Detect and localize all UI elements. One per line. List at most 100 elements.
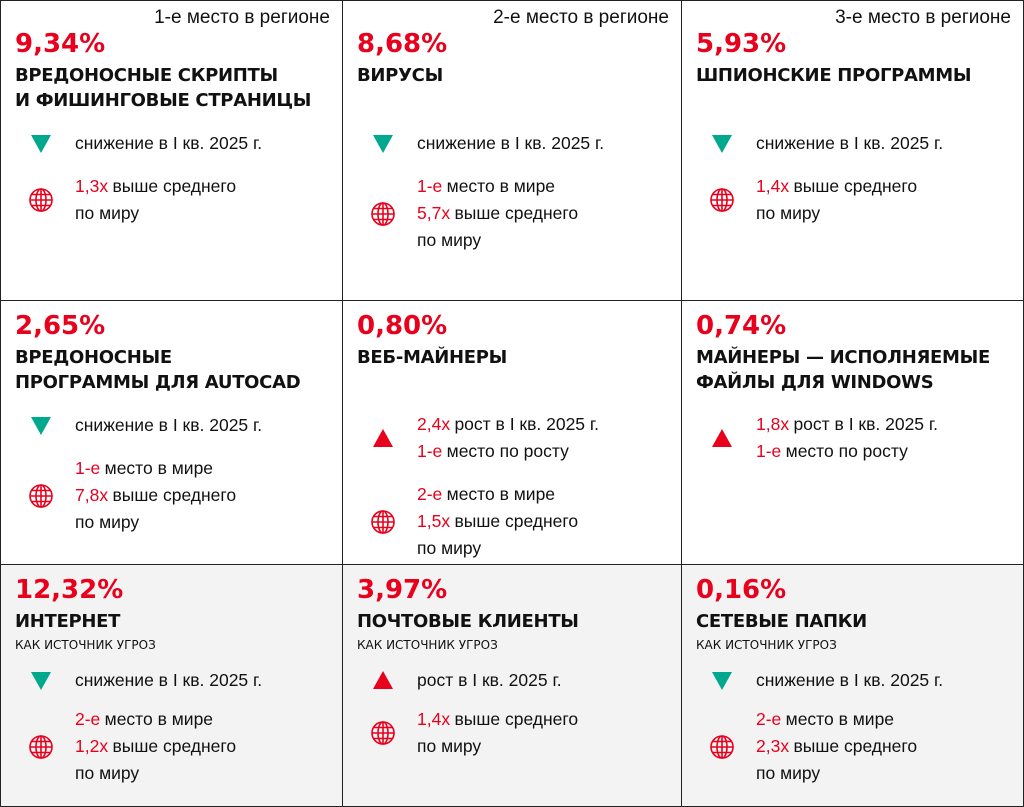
down-icon-part [712, 135, 732, 153]
text-line: снижение в I кв. 2025 г. [756, 130, 943, 157]
accent-text: 1-е [75, 458, 101, 478]
text-lines: снижение в I кв. 2025 г. [756, 130, 943, 157]
line-text: по миру [756, 203, 821, 223]
percent-value: 0,80% [357, 311, 448, 341]
world-lines-block: 1,4x выше среднего по миру [696, 173, 1023, 227]
text-line: 1,8x рост в I кв. 2025 г. [756, 411, 938, 438]
accent-text: 1,3x [75, 176, 109, 196]
globe-icon [29, 483, 53, 508]
world-lines-block: 1,3x выше среднего по миру [15, 173, 342, 227]
stat-cell: 3-е место в регионе 5,93% ШПИОНСКИЕ ПРОГРА… [682, 1, 1023, 301]
stat-cell: 2,65% ВРЕДОНОСНЫЕ ПРОГРАММЫ ДЛЯ AUTOCAD сни… [1, 301, 343, 565]
percent-value: 3,97% [357, 575, 448, 605]
line-text: выше среднего [454, 511, 579, 531]
world-lines-block: 2-е место в мире 1,5x выше среднего по миру [357, 481, 681, 562]
up-icon [712, 429, 732, 447]
icon-box [357, 129, 417, 157]
line-text: по миру [417, 538, 482, 558]
text-lines: снижение в I кв. 2025 г. [75, 667, 262, 694]
trend-lines-block: снижение в I кв. 2025 г. [696, 666, 1023, 694]
title-line: ШПИОНСКИЕ ПРОГРАММЫ [696, 65, 972, 86]
accent-text: 2,4x [417, 414, 451, 434]
icon-box [357, 200, 417, 228]
title-line: ВЕБ-МАЙНЕРЫ [357, 347, 508, 368]
text-line: по миру [756, 760, 917, 787]
line-text: по миру [417, 230, 482, 250]
trend-lines-block: снижение в I кв. 2025 г. [357, 129, 681, 157]
region-rank: 2-е место в регионе [493, 7, 669, 28]
globe-icon [710, 734, 734, 759]
text-line: 1-е место в мире [75, 455, 236, 482]
down-icon [712, 672, 732, 690]
icon-box [15, 482, 75, 510]
down-icon [31, 417, 51, 435]
text-lines: снижение в I кв. 2025 г. [756, 667, 943, 694]
text-lines: 1-е место в мире 5,7x выше среднего по миру [417, 173, 578, 254]
icon-box [357, 719, 417, 747]
percent-value: 5,93% [696, 29, 787, 59]
text-line: 1,4x выше среднего [417, 706, 578, 733]
world-lines-block: 1,4x выше среднего по миру [357, 706, 681, 760]
category-subtitle: КАК ИСТОЧНИК УГРОЗ [357, 638, 498, 652]
line-text: выше среднего [112, 176, 237, 196]
line-text: место по росту [785, 441, 908, 461]
down-icon-part [31, 135, 51, 153]
icon-box [15, 666, 75, 694]
line-text: снижение в I кв. 2025 г. [75, 414, 263, 435]
icon-box [696, 186, 756, 214]
category-title: МАЙНЕРЫ — ИСПОЛНЯЕМЫЕ ФАЙЛЫ ДЛЯ WINDOWS [696, 345, 1023, 395]
up-icon [373, 671, 393, 689]
text-line: снижение в I кв. 2025 г. [75, 130, 262, 157]
globe-icon [371, 721, 395, 745]
text-line: снижение в I кв. 2025 г. [756, 667, 943, 694]
icon-box [696, 666, 756, 694]
line-text: место в мире [785, 709, 895, 729]
accent-text: 2-е [417, 484, 443, 504]
accent-text: 1-е [417, 441, 443, 461]
trend-lines-block: рост в I кв. 2025 г. [357, 666, 681, 694]
text-lines: 2-е место в мире 1,5x выше среднего по миру [417, 481, 578, 562]
title-line: ПРОГРАММЫ ДЛЯ AUTOCAD [15, 372, 301, 393]
category-title: СЕТЕВЫЕ ПАПКИ [696, 609, 1023, 634]
text-line: по миру [417, 733, 578, 760]
region-rank: 3-е место в регионе [835, 7, 1011, 28]
accent-text: 7,8x [75, 485, 109, 505]
text-lines: снижение в I кв. 2025 г. [417, 130, 604, 157]
text-line: 1,5x выше среднего [417, 508, 578, 535]
down-icon [712, 135, 732, 153]
up-icon-part [373, 429, 393, 447]
line-text: снижение в I кв. 2025 г. [75, 669, 263, 690]
title-line: МАЙНЕРЫ — ИСПОЛНЯЕМЫЕ [696, 347, 991, 368]
region-rank: 1-е место в регионе [154, 7, 330, 28]
world-lines-block: 1-е место в мире 7,8x выше среднего по миру [15, 455, 342, 536]
world-lines-block: 2-е место в мире 2,3x выше среднего по миру [696, 706, 1023, 787]
accent-text: 1,5x [417, 511, 451, 531]
trend-lines-block: снижение в I кв. 2025 г. [15, 666, 342, 694]
text-line: по миру [417, 227, 578, 254]
line-text: рост в I кв. 2025 г. [454, 414, 600, 434]
line-text: рост в I кв. 2025 г. [417, 669, 562, 690]
text-line: рост в I кв. 2025 г. [417, 667, 562, 694]
title-line: ВРЕДОНОСНЫЕ [15, 347, 172, 368]
down-icon-part [31, 672, 51, 690]
text-line: по миру [756, 200, 917, 227]
percent-value: 2,65% [15, 311, 106, 341]
category-title: ВИРУСЫ [357, 63, 681, 113]
line-text: по миру [75, 512, 140, 532]
stat-cell: 1-е место в регионе 9,34% ВРЕДОНОСНЫЕ СКРИ… [1, 1, 343, 301]
title-line: ФАЙЛЫ ДЛЯ WINDOWS [696, 372, 934, 393]
title-line: ИНТЕРНЕТ [15, 611, 121, 632]
down-icon [373, 135, 393, 153]
down-icon-part [712, 672, 732, 690]
globe-icon [371, 201, 395, 226]
text-line: снижение в I кв. 2025 г. [417, 130, 604, 157]
line-text: снижение в I кв. 2025 г. [417, 132, 605, 153]
title-line: ВРЕДОНОСНЫЕ СКРИПТЫ [15, 65, 278, 86]
line-text: по миру [75, 203, 140, 223]
text-line: по миру [75, 200, 236, 227]
line-text: снижение в I кв. 2025 г. [756, 669, 944, 690]
text-lines: снижение в I кв. 2025 г. [75, 130, 262, 157]
text-lines: 2-е место в мире 2,3x выше среднего по миру [756, 706, 917, 787]
trend-lines-block: снижение в I кв. 2025 г. [15, 411, 342, 439]
icon-box [15, 733, 75, 761]
